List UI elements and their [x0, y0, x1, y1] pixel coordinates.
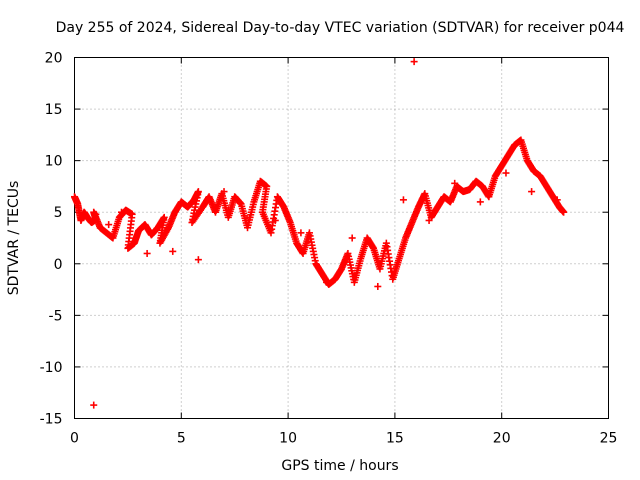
plot-frame — [74, 57, 609, 419]
data-point — [143, 249, 151, 257]
data-point — [356, 257, 364, 265]
data-point — [382, 242, 390, 250]
x-tick-label: 20 — [493, 431, 511, 447]
data-point — [249, 200, 257, 208]
data-point — [502, 169, 510, 177]
data-point — [305, 231, 313, 239]
data-points — [71, 58, 568, 409]
data-point — [311, 257, 319, 265]
chart-title: Day 255 of 2024, Sidereal Day-to-day VTE… — [56, 20, 625, 36]
x-tick-label: 10 — [279, 431, 297, 447]
y-tick-label: -5 — [49, 308, 63, 324]
data-point — [528, 188, 536, 196]
data-point — [343, 251, 351, 259]
y-tick-label: 15 — [45, 102, 63, 118]
y-tick-label: 10 — [45, 154, 63, 170]
y-axis-label: SDTVAR / TECUs — [6, 181, 22, 296]
data-point — [395, 257, 403, 265]
data-point — [105, 221, 113, 229]
data-point — [169, 247, 177, 255]
grid-lines — [74, 57, 609, 419]
x-tick-label: 0 — [70, 431, 79, 447]
y-tick-label: 0 — [54, 257, 63, 273]
y-tick-label: 20 — [45, 51, 63, 67]
data-point — [401, 236, 409, 244]
x-tick-label: 25 — [600, 431, 618, 447]
data-point — [399, 196, 407, 204]
data-point — [559, 208, 567, 216]
data-point — [286, 217, 294, 225]
x-tick-label: 5 — [177, 431, 186, 447]
data-point — [220, 188, 228, 196]
y-axis-ticks: -15 -10 -5 0 5 10 15 20 — [40, 51, 609, 428]
y-tick-label: -10 — [40, 360, 63, 376]
y-tick-label: -15 — [40, 412, 63, 428]
x-axis-ticks: 0 5 10 15 20 25 — [70, 57, 618, 447]
data-point — [476, 198, 484, 206]
data-point — [90, 401, 98, 409]
data-point — [410, 58, 418, 66]
data-point — [374, 282, 382, 290]
x-axis-label: GPS time / hours — [281, 458, 398, 474]
y-tick-label: 5 — [54, 205, 63, 221]
data-point — [425, 216, 433, 224]
data-point — [348, 234, 356, 242]
data-point — [297, 229, 305, 237]
x-tick-label: 15 — [386, 431, 404, 447]
data-point — [194, 256, 202, 264]
data-point — [451, 179, 459, 187]
